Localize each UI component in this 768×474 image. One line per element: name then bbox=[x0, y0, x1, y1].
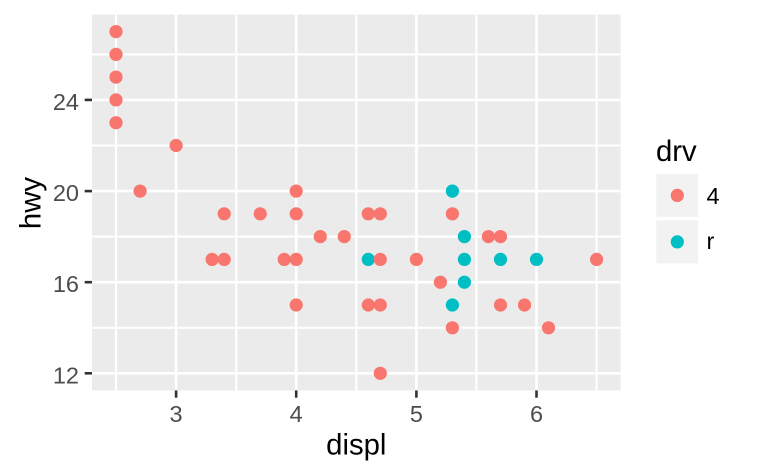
svg-text:24: 24 bbox=[53, 89, 79, 115]
svg-text:20: 20 bbox=[53, 180, 79, 206]
svg-text:5: 5 bbox=[410, 401, 423, 427]
svg-text:hwy: hwy bbox=[15, 177, 48, 229]
svg-text:12: 12 bbox=[53, 362, 79, 388]
svg-text:r: r bbox=[707, 228, 715, 254]
svg-text:4: 4 bbox=[290, 401, 303, 427]
svg-text:drv: drv bbox=[656, 135, 697, 168]
svg-text:displ: displ bbox=[326, 428, 386, 461]
svg-text:6: 6 bbox=[530, 401, 543, 427]
svg-text:3: 3 bbox=[170, 401, 183, 427]
svg-text:16: 16 bbox=[53, 271, 79, 297]
svg-text:4: 4 bbox=[707, 183, 720, 209]
